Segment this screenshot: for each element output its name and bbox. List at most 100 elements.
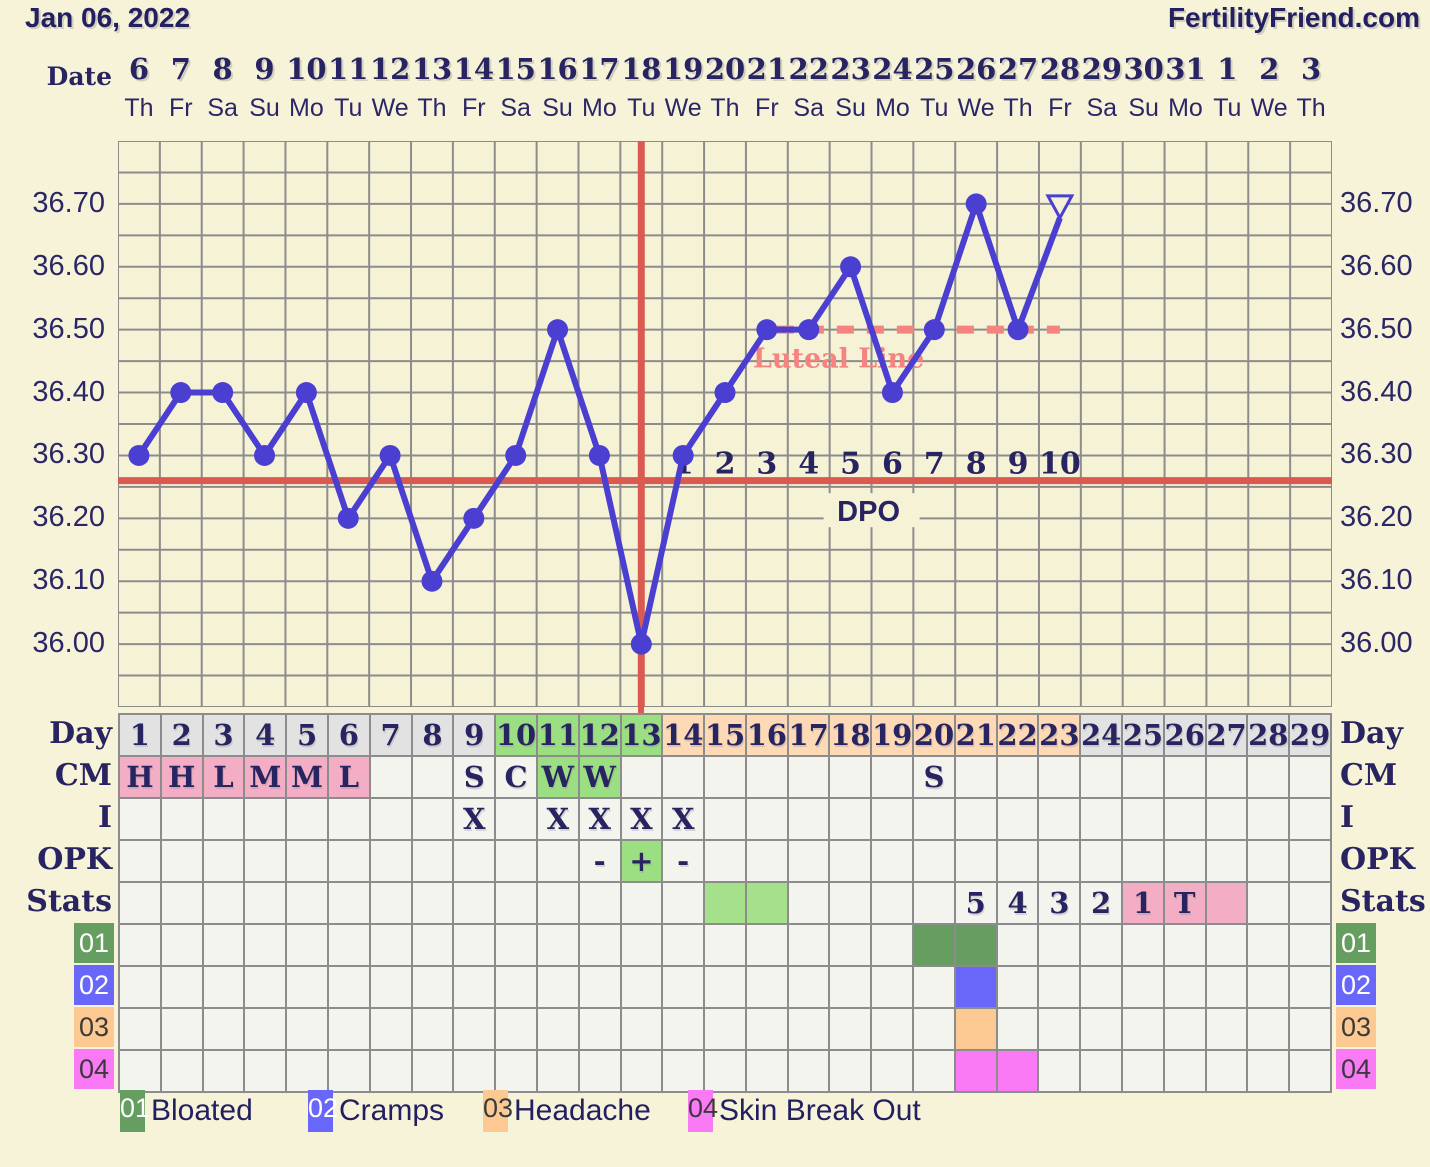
weekday-cell: Su: [249, 94, 280, 122]
symptom-01-cell: [370, 925, 411, 965]
day-cell: 7: [370, 715, 411, 755]
stats-cell: [454, 883, 495, 923]
symptom-04-cell: [579, 1051, 620, 1091]
opk-cell: +: [621, 841, 662, 881]
day-cell: 11: [537, 715, 578, 755]
weekday-cell: Tu: [334, 94, 363, 122]
weekday-cell: Th: [1296, 94, 1326, 122]
stats-cell: [496, 883, 536, 923]
i-cell: [1039, 799, 1080, 839]
day-cell: 25: [1123, 715, 1163, 755]
symptom-01-cell: [1290, 925, 1330, 965]
opk-cell: [1039, 841, 1080, 881]
day-cell: 15: [705, 715, 745, 755]
symptom-03-cell: [161, 1009, 202, 1049]
symptom-03-cell: [1248, 1009, 1289, 1049]
symptom-02-cell: [161, 967, 202, 1007]
symptom-04-cell: [203, 1051, 244, 1091]
i-cell: [1081, 799, 1122, 839]
y-axis-tick-left: 36.20: [32, 501, 105, 534]
opk-cell: [328, 841, 369, 881]
symptom-01-cell: [1206, 925, 1247, 965]
symptom-02-cell: [328, 967, 369, 1007]
date-cell: 14: [453, 52, 494, 86]
temperature-dot: [840, 256, 862, 278]
cm-cell: [1081, 757, 1122, 797]
day-cell: 5: [287, 715, 327, 755]
day-cell: 3: [203, 715, 244, 755]
stats-cell: [1206, 883, 1247, 923]
date-cell: 1: [1217, 52, 1238, 86]
symptom-01-cell: [328, 925, 369, 965]
stats-cell: 4: [997, 883, 1038, 923]
y-axis-tick-left: 36.70: [32, 186, 105, 219]
stats-cell: [203, 883, 244, 923]
symptom-01-cell: [1123, 925, 1163, 965]
symptom-01-cell: [537, 925, 578, 965]
i-cell: X: [579, 799, 620, 839]
y-axis-tick-left: 36.30: [32, 438, 105, 471]
symptom-03-cell: [496, 1009, 536, 1049]
dpo-number: 3: [756, 446, 777, 481]
temperature-dot: [463, 507, 485, 529]
calendar-dates-row: 6 7 8 9 10 11 12 13 14 15 16 17 18 19 20 21 22 23 24 25 26 27…: [118, 52, 1332, 86]
symptom-01-cell: [412, 925, 453, 965]
symptom-chip-02-left: 02: [74, 965, 114, 1005]
symptom-03-cell: [1123, 1009, 1163, 1049]
y-axis-tick-right: 36.40: [1340, 375, 1413, 408]
date-cell: 21: [746, 52, 788, 86]
legend-swatch-03: 03: [483, 1090, 513, 1132]
symptom-03-cell: [663, 1009, 704, 1049]
stats-cell: [1248, 883, 1289, 923]
date-cell: 28: [1039, 52, 1081, 86]
weekday-cell: Sa: [1086, 94, 1118, 122]
stats-cell: [370, 883, 411, 923]
symptom-chip-03-left: 03: [74, 1007, 114, 1047]
symptom-04-cell: [1123, 1051, 1163, 1091]
legend-label: Skin Break Out: [719, 1094, 921, 1127]
y-axis-tick-right: 36.20: [1340, 501, 1413, 534]
date-cell: 8: [212, 52, 233, 86]
y-axis-tick-right: 36.00: [1340, 627, 1413, 660]
stats-cell: [161, 883, 202, 923]
cm-cell: [788, 757, 829, 797]
dpo-label: DPO: [837, 496, 900, 528]
calendar-weekday-row: Th Fr Sa Su Mo Tu We Th Fr Sa Su Mo Tu We Th Fr Sa Su Mo Tu…: [118, 94, 1332, 123]
opk-cell: [120, 841, 160, 881]
weekday-cell: Fr: [1048, 94, 1072, 122]
cm-cell: [705, 757, 745, 797]
symptom-04-cell: [1248, 1051, 1289, 1091]
opk-cell: [1206, 841, 1247, 881]
symptom-01-cell: [955, 925, 996, 965]
symptom-03-cell: [872, 1009, 913, 1049]
i-cell: [161, 799, 202, 839]
symptom-03-cell: [454, 1009, 495, 1049]
symptom-02-cell: [287, 967, 327, 1007]
stats-cell: [872, 883, 913, 923]
symptom-02-cell: [621, 967, 662, 1007]
temperature-dot: [337, 507, 359, 529]
cm-cell: M: [245, 757, 286, 797]
dpo-number: 2: [715, 446, 736, 481]
stats-cell: [621, 883, 662, 923]
opk-cell: [872, 841, 913, 881]
weekday-cell: We: [1250, 94, 1288, 122]
date-cell: 29: [1081, 52, 1122, 86]
symptom-03-cell: [245, 1009, 286, 1049]
symptom-02-cell: [370, 967, 411, 1007]
temperature-dot: [295, 382, 317, 404]
symptom-02-cell: [955, 967, 996, 1007]
i-cell: [370, 799, 411, 839]
opk-cell: [1081, 841, 1122, 881]
i-cell: [746, 799, 787, 839]
cm-cell: H: [161, 757, 202, 797]
day-cell: 29: [1290, 715, 1330, 755]
i-cell: [1206, 799, 1247, 839]
cm-cell: [830, 757, 871, 797]
page-title-date: Jan 06, 2022: [25, 2, 191, 33]
weekday-cell: Mo: [582, 94, 617, 122]
cm-cell: [955, 757, 996, 797]
site-logo-link[interactable]: FertilityFriend.com: [1167, 2, 1420, 33]
cm-cell: [663, 757, 704, 797]
day-cell: 16: [746, 715, 787, 755]
